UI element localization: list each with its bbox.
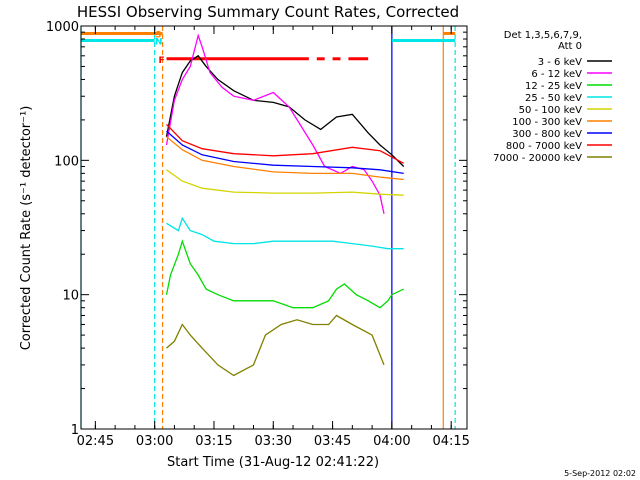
legend-label-1: 6 - 12 keV — [531, 69, 582, 80]
y-tick-label-1: 10 — [62, 289, 79, 304]
x-axis-label: Start Time (31-Aug-12 02:41:22) — [167, 455, 379, 470]
legend-header-1: Att 0 — [558, 41, 582, 52]
y-tick-label-2: 100 — [54, 154, 79, 169]
legend-label-0: 3 - 6 keV — [538, 57, 582, 68]
plot-frame — [80, 25, 468, 430]
series-line-5 — [166, 136, 404, 181]
legend-label-4: 50 - 100 keV — [519, 105, 583, 116]
x-tick-label-2: 03:15 — [195, 434, 232, 449]
series-line-0 — [165, 54, 405, 167]
series-layer — [165, 33, 405, 377]
footer-date-stamp: 5-Sep-2012 02:02 — [564, 469, 636, 478]
series-line-4 — [166, 169, 404, 196]
flag-label-n: N — [155, 37, 163, 47]
flag-lines: SNF — [81, 30, 456, 66]
series-line-8 — [166, 314, 385, 377]
series-line-7 — [166, 123, 405, 164]
legend-label-5: 100 - 300 keV — [512, 117, 582, 128]
legend-label-6: 300 - 800 keV — [512, 129, 582, 140]
x-tick-label-3: 03:30 — [255, 434, 292, 449]
x-tick-label-5: 04:00 — [373, 434, 410, 449]
flag-label-s: S — [155, 30, 161, 40]
legend-label-2: 12 - 25 keV — [525, 81, 582, 92]
legend-header-0: Det 1,3,5,6,7,9, — [504, 30, 582, 41]
legend-label-3: 25 - 50 keV — [525, 93, 582, 104]
x-tick-label-4: 03:45 — [314, 434, 351, 449]
series-line-2 — [165, 239, 404, 309]
y-axis-label: Corrected Count Rate (s⁻¹ detector⁻¹) — [19, 106, 34, 351]
y-tick-label-3: 1000 — [46, 20, 79, 35]
chart-title: HESSI Observing Summary Count Rates, Cor… — [77, 3, 459, 21]
legend-label-8: 7000 - 20000 keV — [493, 153, 582, 164]
y-tick-label-0: 1 — [71, 423, 79, 438]
vertical-markers — [80, 26, 456, 429]
flag-label-f: F — [159, 56, 165, 66]
x-tick-label-1: 03:00 — [136, 434, 173, 449]
x-tick-label-6: 04:15 — [432, 434, 469, 449]
x-tick-label-0: 02:45 — [77, 434, 114, 449]
series-line-3 — [166, 216, 404, 250]
axes: 02:45 03:00 03:15 03:30 03:45 04:00 04:15 1 10 10… — [46, 20, 470, 449]
series-line-6 — [166, 130, 404, 175]
legend-label-7: 800 - 7000 keV — [506, 141, 582, 152]
